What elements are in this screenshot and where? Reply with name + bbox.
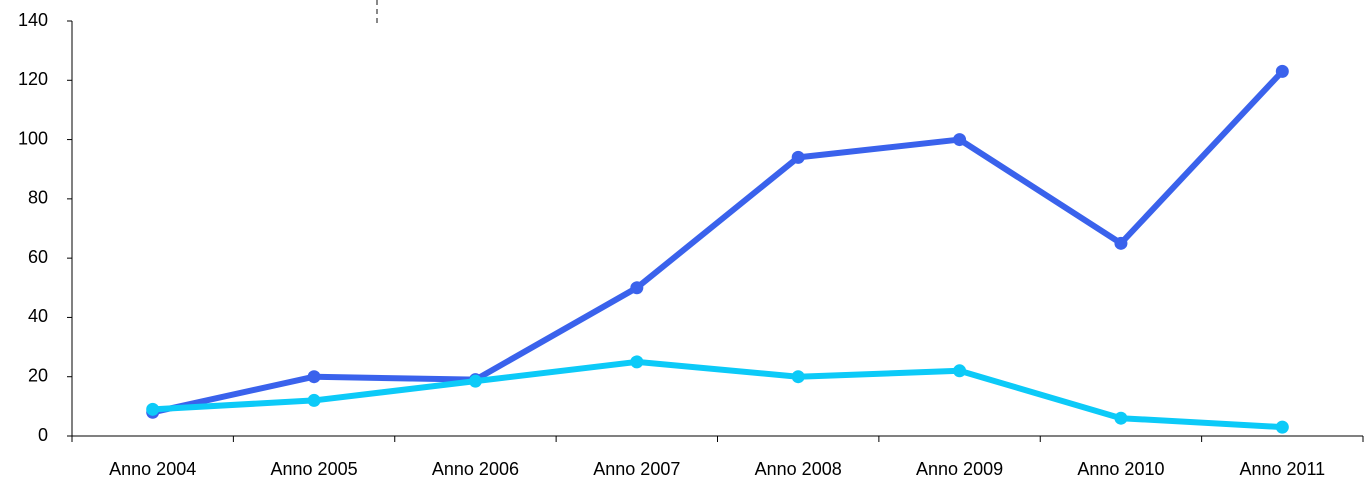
data-point <box>1114 411 1128 425</box>
data-point <box>630 281 644 295</box>
data-point <box>630 355 644 369</box>
x-tick-label: Anno 2006 <box>432 459 519 479</box>
data-point <box>307 393 321 407</box>
y-tick-label: 100 <box>18 128 48 148</box>
y-tick-label: 20 <box>28 365 48 385</box>
y-tick-label: 80 <box>28 188 48 208</box>
x-tick-label: Anno 2008 <box>755 459 842 479</box>
data-point <box>468 374 482 388</box>
data-point <box>1275 64 1289 78</box>
x-tick-label: Anno 2005 <box>271 459 358 479</box>
y-tick-label: 120 <box>18 69 48 89</box>
data-point <box>953 133 967 147</box>
data-point <box>791 370 805 384</box>
data-point <box>146 402 160 416</box>
x-tick-label: Anno 2011 <box>1239 459 1325 479</box>
x-tick-label: Anno 2010 <box>1077 459 1164 479</box>
series-line <box>152 358 1283 431</box>
data-point <box>1275 420 1289 434</box>
y-tick-label: 40 <box>28 306 48 326</box>
series-line <box>152 69 1285 416</box>
data-point <box>1114 236 1128 250</box>
x-tick-label: Anno 2009 <box>916 459 1003 479</box>
data-point <box>953 364 967 378</box>
x-tick-label: Anno 2007 <box>593 459 680 479</box>
y-tick-label: 0 <box>38 425 48 445</box>
x-tick-label: Anno 2004 <box>109 459 196 479</box>
y-tick-label: 140 <box>18 10 48 30</box>
data-point <box>307 370 321 384</box>
data-point <box>791 150 805 164</box>
y-tick-label: 60 <box>28 247 48 267</box>
